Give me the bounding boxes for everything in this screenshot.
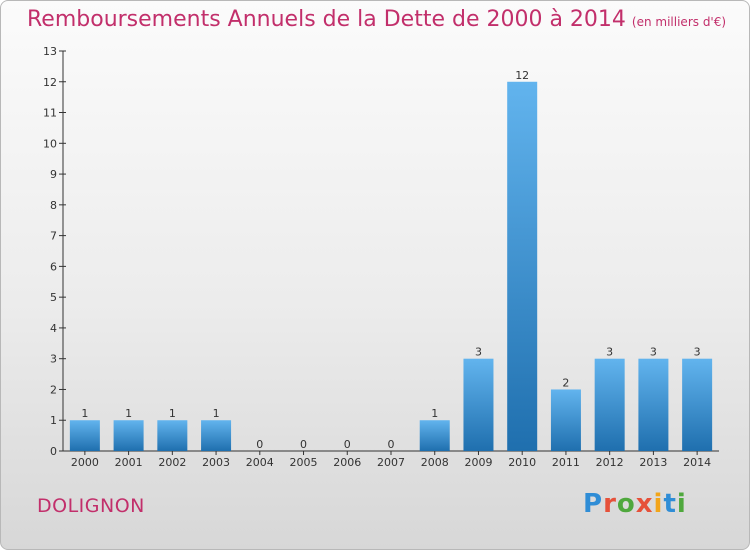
x-tick-label: 2006 — [333, 456, 361, 469]
x-tick-label: 2011 — [552, 456, 580, 469]
bar — [463, 358, 494, 451]
bar — [638, 358, 669, 451]
bar — [594, 358, 625, 451]
bar — [419, 420, 450, 451]
data-label: 1 — [431, 407, 438, 420]
y-tick-label: 0 — [50, 445, 57, 458]
x-tick-label: 2005 — [290, 456, 318, 469]
x-tick-label: 2003 — [202, 456, 230, 469]
y-tick-label: 6 — [50, 260, 57, 273]
data-label: 3 — [606, 346, 613, 359]
y-tick-label: 13 — [43, 45, 57, 58]
x-tick-label: 2008 — [421, 456, 449, 469]
proxiti-logo: Proxiti — [583, 489, 687, 519]
data-label: 0 — [256, 438, 263, 451]
bar — [113, 420, 144, 451]
x-tick-label: 2004 — [246, 456, 274, 469]
bar — [201, 420, 232, 451]
chart-title-text: Remboursements Annuels de la Dette de 20… — [27, 7, 626, 32]
data-label: 2 — [562, 376, 569, 389]
data-label: 0 — [344, 438, 351, 451]
y-tick-label: 8 — [50, 199, 57, 212]
y-tick-label: 7 — [50, 230, 57, 243]
data-label: 1 — [81, 407, 88, 420]
data-label: 12 — [515, 69, 529, 82]
x-tick-label: 2002 — [158, 456, 186, 469]
unit-note: (en milliers d'€) — [631, 15, 727, 29]
data-label: 3 — [694, 346, 701, 359]
bar — [69, 420, 100, 451]
x-tick-label: 2013 — [639, 456, 667, 469]
y-tick-label: 9 — [50, 168, 57, 181]
x-tick-label: 2000 — [71, 456, 99, 469]
data-label: 0 — [300, 438, 307, 451]
x-tick-label: 2009 — [464, 456, 492, 469]
bar — [507, 81, 538, 452]
bar — [157, 420, 188, 451]
y-tick-label: 10 — [43, 137, 57, 150]
x-tick-label: 2012 — [596, 456, 624, 469]
y-tick-label: 11 — [43, 107, 57, 120]
chart-title: Remboursements Annuels de la Dette de 20… — [27, 7, 726, 32]
x-tick-label: 2014 — [683, 456, 711, 469]
y-tick-label: 2 — [50, 383, 57, 396]
x-tick-label: 2010 — [508, 456, 536, 469]
bar — [550, 389, 581, 451]
data-label: 1 — [125, 407, 132, 420]
y-tick-label: 5 — [50, 291, 57, 304]
y-tick-label: 3 — [50, 353, 57, 366]
x-tick-label: 2001 — [115, 456, 143, 469]
data-label: 1 — [169, 407, 176, 420]
y-tick-label: 4 — [50, 322, 57, 335]
bar — [682, 358, 713, 451]
x-tick-label: 2007 — [377, 456, 405, 469]
data-label: 0 — [388, 438, 395, 451]
commune-name: DOLIGNON — [37, 495, 145, 517]
y-tick-label: 1 — [50, 414, 57, 427]
data-label: 3 — [650, 346, 657, 359]
y-tick-label: 12 — [43, 76, 57, 89]
data-label: 1 — [213, 407, 220, 420]
data-label: 3 — [475, 346, 482, 359]
